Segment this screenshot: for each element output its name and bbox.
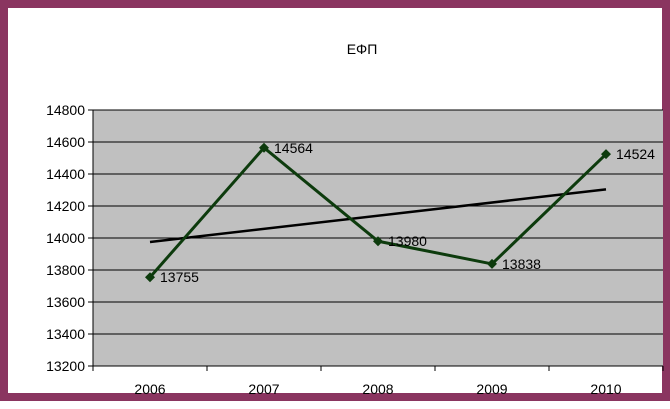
data-label: 13980	[388, 233, 427, 249]
data-label: 13838	[502, 256, 541, 272]
series-layer	[145, 142, 611, 283]
y-tick-label: 13800	[46, 262, 85, 278]
y-tick-label: 13400	[46, 326, 85, 342]
line-chart: ΕΦΠ 132001340013600138001400014200144001…	[46, 41, 664, 397]
data-point	[487, 258, 497, 269]
data-label: 14564	[274, 140, 313, 156]
data-point	[145, 272, 155, 283]
chart-title: ΕΦΠ	[347, 41, 378, 57]
trendline-layer	[149, 188, 607, 244]
data-label: 14524	[616, 146, 655, 162]
y-tick-label: 14000	[46, 230, 85, 246]
trendline	[149, 188, 607, 244]
data-label: 13755	[160, 269, 199, 285]
data-point	[259, 142, 269, 153]
labels-layer: 13200 13400 13600 13800 14000 14200 14400 14600…	[46, 102, 655, 397]
y-tick-label: 13200	[46, 358, 85, 374]
y-tick-label: 14800	[46, 102, 85, 118]
x-tick-label: 2009	[476, 381, 507, 397]
x-tick-label: 2006	[134, 381, 165, 397]
x-tick-label: 2010	[590, 381, 621, 397]
x-tick-label: 2007	[248, 381, 279, 397]
data-point	[373, 236, 383, 247]
y-tick-label: 14600	[46, 134, 85, 150]
x-tick-label: 2008	[362, 381, 393, 397]
y-tick-label: 14400	[46, 166, 85, 182]
y-tick-label: 14200	[46, 198, 85, 214]
axes	[88, 109, 664, 371]
y-tick-label: 13600	[46, 294, 85, 310]
data-point	[601, 149, 611, 160]
